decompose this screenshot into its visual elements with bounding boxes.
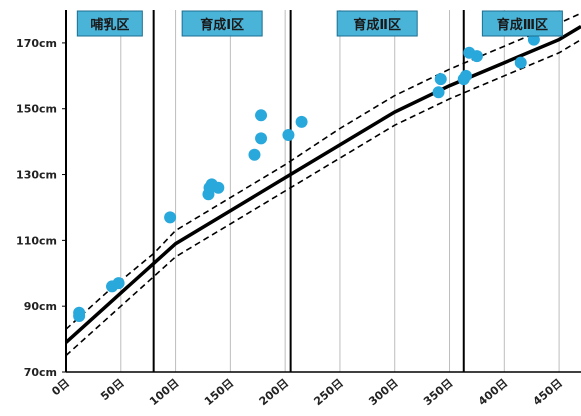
zone-label-box xyxy=(481,10,563,37)
reference-curve xyxy=(64,24,581,344)
zone-label-box xyxy=(181,10,263,37)
data-point xyxy=(470,50,483,63)
x-tick-label: 300日 xyxy=(366,376,400,408)
data-point xyxy=(459,69,472,82)
data-points xyxy=(73,17,551,323)
data-point xyxy=(432,86,445,99)
zone-label: 育成Ⅲ区 xyxy=(497,17,548,33)
y-tick-label: 90cm xyxy=(24,300,57,313)
y-tick-label: 70cm xyxy=(24,366,57,379)
x-tick-label: 0日 xyxy=(49,376,72,398)
x-tick-label: 100日 xyxy=(147,376,181,408)
data-point xyxy=(282,129,295,142)
data-point xyxy=(514,56,527,69)
reference-curve-line xyxy=(64,24,581,344)
y-tick-label: 170cm xyxy=(16,37,57,50)
data-point xyxy=(255,132,268,145)
y-tick-label: 150cm xyxy=(16,103,57,116)
x-tick-label: 50日 xyxy=(98,376,127,403)
y-tick-labels: 70cm 90cm 110cm 130cm 150cm 170cm xyxy=(16,37,66,379)
data-point xyxy=(112,277,125,290)
x-tick-label: 200日 xyxy=(257,376,291,408)
data-point xyxy=(434,73,447,86)
data-point xyxy=(527,33,540,46)
grid-lines xyxy=(120,10,560,372)
y-tick-label: 110cm xyxy=(16,234,57,247)
y-tick-label: 130cm xyxy=(16,169,57,182)
zone-label: 哺乳区 xyxy=(90,17,129,33)
data-point xyxy=(255,109,268,122)
x-tick-label: 250日 xyxy=(311,376,345,408)
data-point xyxy=(164,211,177,224)
x-tick-label: 400日 xyxy=(476,376,510,408)
data-point xyxy=(295,115,308,128)
axes xyxy=(65,10,581,373)
zone-labels: 哺乳区 育成Ⅰ区 育成Ⅱ区 育成Ⅲ区 xyxy=(76,10,563,37)
zone-label: 育成Ⅰ区 xyxy=(200,17,244,33)
bound-curves xyxy=(65,12,581,357)
data-point xyxy=(212,181,225,194)
x-tick-label: 450日 xyxy=(531,376,565,408)
x-tick-label: 150日 xyxy=(202,376,236,408)
data-point xyxy=(73,306,86,319)
lower-bound-line xyxy=(65,38,581,357)
zone-label: 育成Ⅱ区 xyxy=(353,17,401,33)
x-tick-labels: 0日 50日 100日 150日 200日 250日 300日 350日 400日 450日 xyxy=(49,376,565,408)
data-point xyxy=(248,148,261,161)
zone-label-box xyxy=(76,10,143,37)
upper-bound-line xyxy=(65,12,581,330)
zone-label-box xyxy=(336,10,418,37)
x-tick-label: 350日 xyxy=(421,376,455,408)
